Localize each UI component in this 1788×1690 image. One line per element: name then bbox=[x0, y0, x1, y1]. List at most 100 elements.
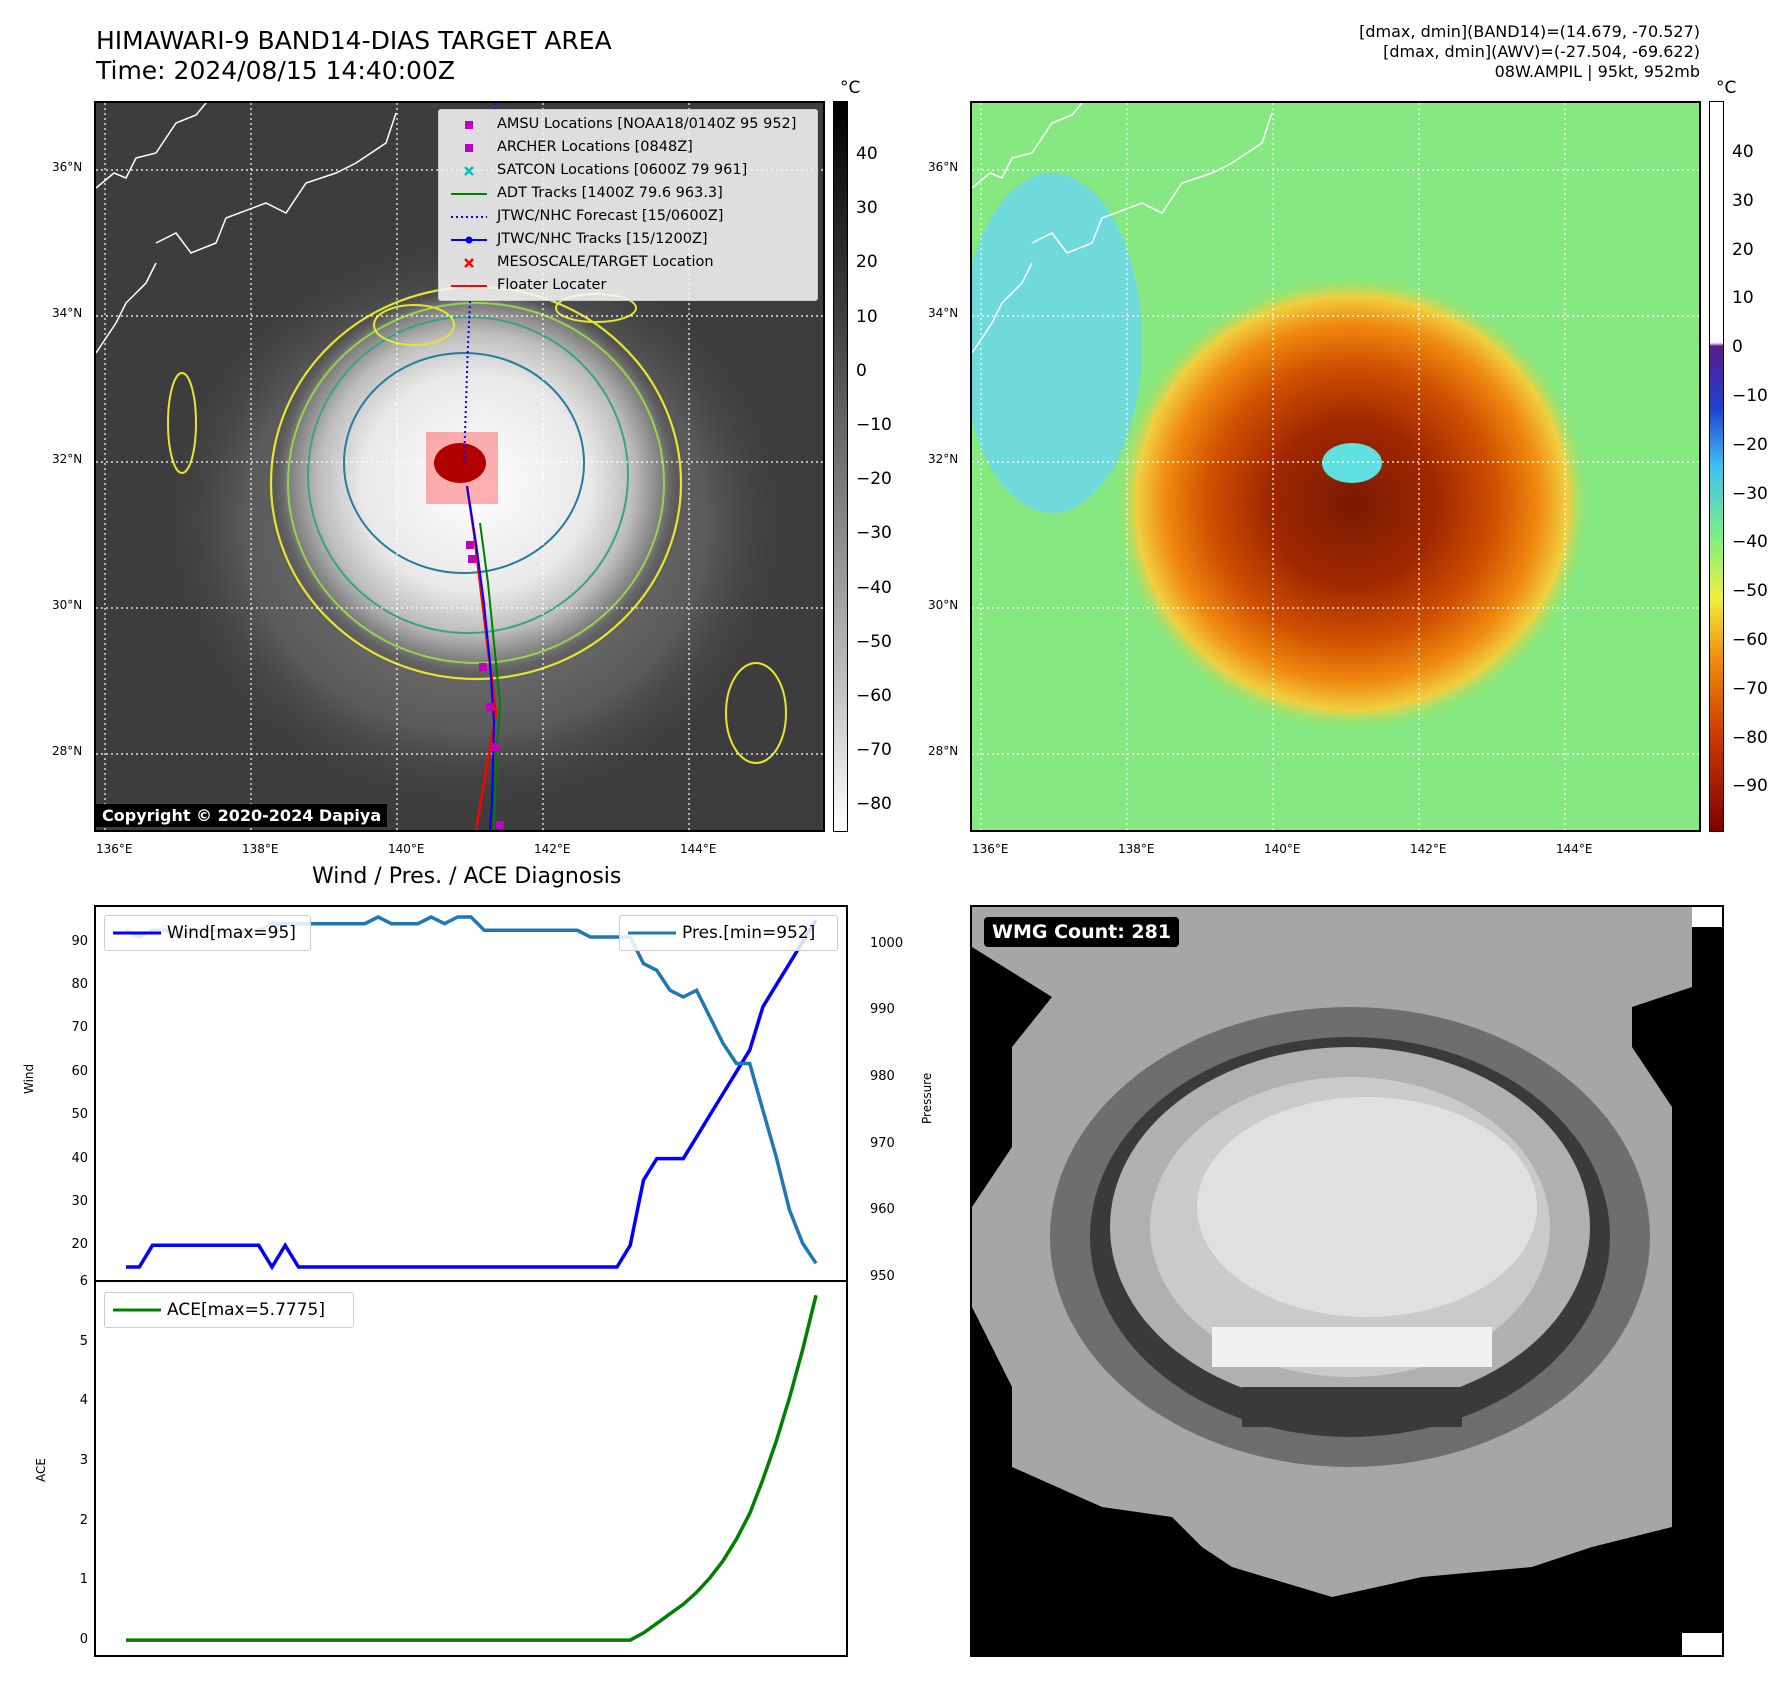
ace-plot: ACE[max=5.7775] bbox=[94, 1280, 848, 1657]
lat-label: 28°N bbox=[928, 744, 959, 758]
lon-label: 138°E bbox=[1118, 842, 1155, 856]
gray-colorbar-tick: −40 bbox=[856, 577, 892, 598]
map-legend: AMSU Locations [NOAA18/0140Z 95 952] ARC… bbox=[438, 109, 818, 301]
color-colorbar-tick: 40 bbox=[1732, 142, 1754, 162]
pressure-tick-label: 1000 bbox=[870, 935, 904, 951]
gray-colorbar-tick: 30 bbox=[856, 198, 878, 219]
wind-tick-label: 70 bbox=[71, 1020, 88, 1036]
ace-tick-label: 0 bbox=[79, 1632, 88, 1648]
gray-colorbar-tick: 10 bbox=[856, 306, 878, 327]
line-with-dot-icon bbox=[451, 236, 487, 244]
wind-legend-line-icon bbox=[113, 931, 161, 935]
wind-pressure-plot: Wind[max=95] Pres.[min=952] bbox=[94, 905, 848, 1282]
lat-label: 30°N bbox=[52, 598, 83, 612]
color-colorbar-tick: −60 bbox=[1732, 630, 1768, 650]
gray-colorbar-tick: −10 bbox=[856, 415, 892, 435]
wmg-panel: WMG Count: 281 bbox=[970, 905, 1724, 1657]
lat-label: 36°N bbox=[928, 160, 959, 174]
colorbar-unit: °C bbox=[840, 78, 861, 98]
lat-label: 28°N bbox=[52, 744, 83, 758]
wind-tick-label: 30 bbox=[71, 1193, 88, 1209]
band14-range: [dmax, dmin](BAND14)=(14.679, -70.527) bbox=[1359, 22, 1700, 41]
gray-colorbar-tick: −20 bbox=[856, 469, 892, 490]
wind-series-line bbox=[126, 919, 818, 1271]
pressure-axis-label: Pressure bbox=[920, 1072, 934, 1124]
ir-color-map bbox=[970, 101, 1701, 832]
gray-colorbar-tick: −70 bbox=[856, 740, 892, 761]
wind-tick-label: 90 bbox=[71, 933, 88, 949]
color-colorbar-tick: 0 bbox=[1732, 337, 1743, 358]
lat-label: 32°N bbox=[928, 452, 959, 466]
color-colorbar-tick: 20 bbox=[1732, 239, 1754, 260]
color-colorbar bbox=[1709, 101, 1724, 832]
color-colorbar-tick: −30 bbox=[1732, 483, 1768, 504]
ace-axis-label: ACE bbox=[34, 1458, 48, 1482]
lat-label: 34°N bbox=[52, 306, 83, 320]
solid-line-icon bbox=[451, 193, 487, 195]
pressure-legend-line-icon bbox=[628, 931, 676, 935]
pressure-tick-label: 950 bbox=[870, 1268, 895, 1284]
color-colorbar-tick: −20 bbox=[1732, 434, 1768, 455]
solid-line-icon bbox=[451, 285, 487, 287]
gray-colorbar-tick: −60 bbox=[856, 686, 892, 706]
gray-colorbar-tick: 0 bbox=[856, 360, 867, 381]
ace-tick-label: 4 bbox=[79, 1393, 88, 1409]
lon-label: 144°E bbox=[1556, 842, 1593, 856]
square-marker-icon bbox=[465, 144, 473, 152]
color-colorbar-tick: −70 bbox=[1732, 678, 1768, 699]
color-colorbar-tick: −10 bbox=[1732, 386, 1768, 406]
lon-label: 140°E bbox=[1264, 842, 1301, 856]
color-colorbar-tick: −50 bbox=[1732, 581, 1768, 602]
square-marker-icon bbox=[465, 121, 473, 129]
color-colorbar-tick: 30 bbox=[1732, 190, 1754, 211]
awv-range: [dmax, dmin](AWV)=(-27.504, -69.622) bbox=[1383, 42, 1700, 61]
pressure-tick-label: 980 bbox=[870, 1068, 895, 1084]
ace-tick-label: 6 bbox=[79, 1274, 88, 1289]
ace-legend: ACE[max=5.7775] bbox=[104, 1292, 354, 1328]
lat-label: 34°N bbox=[928, 306, 959, 320]
ir-grayscale-map: AMSU Locations [NOAA18/0140Z 95 952] ARC… bbox=[94, 101, 825, 832]
time-label: Time: 2024/08/15 14:40:00Z bbox=[96, 56, 455, 85]
lon-label: 142°E bbox=[534, 842, 571, 856]
copyright-label: Copyright © 2020-2024 Dapiya bbox=[96, 804, 388, 827]
wind-axis-label: Wind bbox=[22, 1063, 36, 1094]
pressure-tick-label: 990 bbox=[870, 1002, 895, 1018]
lat-label: 36°N bbox=[52, 160, 83, 174]
gray-colorbar-tick: 20 bbox=[856, 252, 878, 273]
wind-tick-label: 40 bbox=[71, 1150, 88, 1166]
wind-tick-label: 20 bbox=[71, 1237, 88, 1253]
diagnosis-title: Wind / Pres. / ACE Diagnosis bbox=[312, 864, 622, 889]
gray-colorbar-tick: −30 bbox=[856, 523, 892, 544]
ace-tick-label: 5 bbox=[79, 1333, 88, 1349]
wmg-count-label: WMG Count: 281 bbox=[984, 917, 1180, 947]
color-colorbar-tick: −40 bbox=[1732, 532, 1768, 553]
color-colorbar-tick: −90 bbox=[1732, 776, 1768, 797]
lon-label: 136°E bbox=[972, 842, 1009, 856]
lat-label: 30°N bbox=[928, 598, 959, 612]
gray-colorbar-tick: −80 bbox=[856, 794, 892, 815]
ace-tick-label: 3 bbox=[79, 1453, 88, 1468]
dotted-line-icon bbox=[451, 216, 487, 218]
lon-label: 138°E bbox=[242, 842, 279, 856]
page-title: HIMAWARI-9 BAND14-DIAS TARGET AREA bbox=[96, 26, 612, 55]
x-marker-icon bbox=[464, 166, 474, 176]
ace-legend-line-icon bbox=[113, 1308, 161, 1312]
lon-label: 142°E bbox=[1410, 842, 1447, 856]
wind-tick-label: 60 bbox=[71, 1063, 88, 1079]
lon-label: 144°E bbox=[680, 842, 717, 856]
x-marker-icon bbox=[464, 258, 474, 268]
color-colorbar-tick: 10 bbox=[1732, 288, 1754, 309]
gray-colorbar bbox=[833, 101, 848, 832]
lon-label: 136°E bbox=[96, 842, 133, 856]
lat-label: 32°N bbox=[52, 452, 83, 466]
gray-colorbar-tick: −50 bbox=[856, 631, 892, 652]
wind-tick-label: 80 bbox=[71, 977, 88, 993]
ace-tick-label: 2 bbox=[79, 1512, 88, 1528]
pressure-tick-label: 960 bbox=[870, 1202, 895, 1218]
colorbar-unit: °C bbox=[1716, 78, 1737, 98]
ace-tick-label: 1 bbox=[79, 1572, 88, 1588]
pressure-tick-label: 970 bbox=[870, 1135, 895, 1151]
wind-legend: Wind[max=95] bbox=[104, 915, 311, 951]
lon-label: 140°E bbox=[388, 842, 425, 856]
gray-colorbar-tick: 40 bbox=[856, 144, 878, 164]
